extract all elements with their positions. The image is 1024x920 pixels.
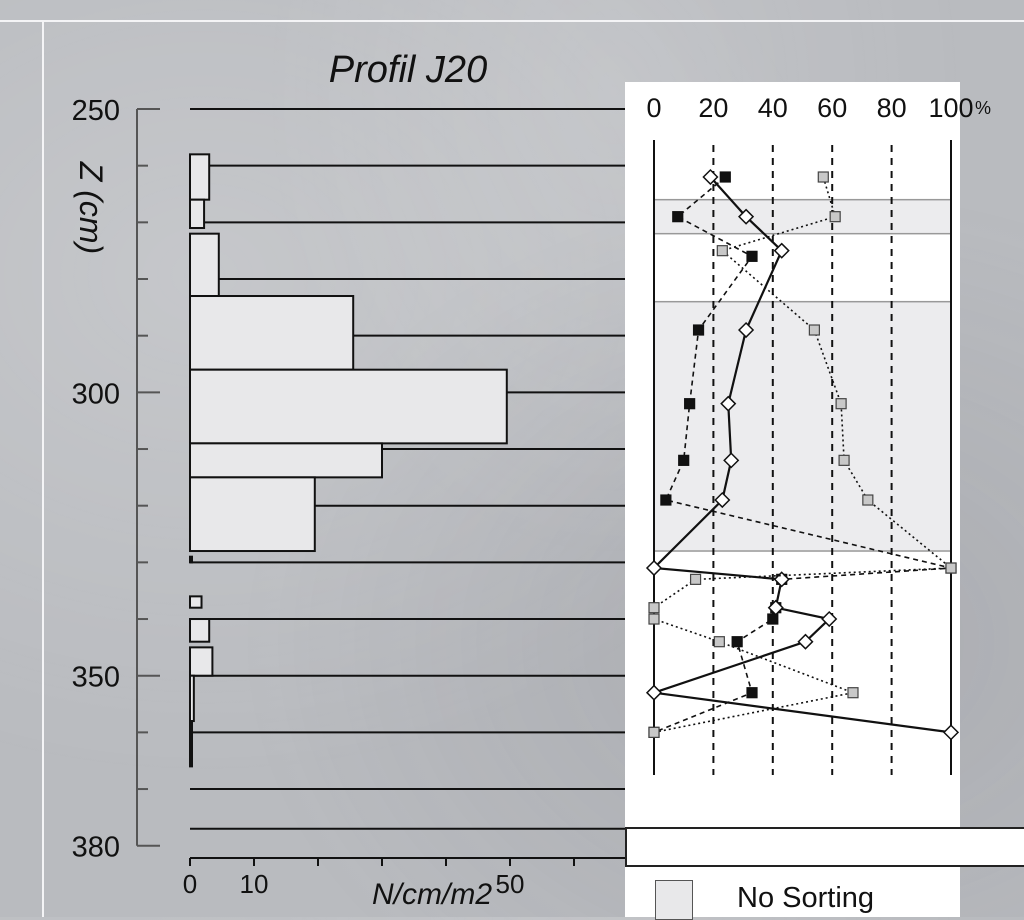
series-2-point-10 [648,613,660,625]
series-0-point-0 [719,171,731,183]
y-axis-label: Z (cm) [73,161,109,254]
count-tick-label-10: 10 [240,869,269,899]
series-2-point-5 [838,454,850,466]
series-2-point-3 [808,324,820,336]
series-0-point-12 [746,687,758,699]
series-0-point-1 [672,211,684,223]
series-0-point-11 [731,636,743,648]
series-1-point-11 [797,633,814,650]
series-2-point-7 [945,562,957,574]
series-1-point-2 [773,242,790,259]
series-1-point-12 [645,684,663,701]
percent-series [645,168,960,741]
series-1-point-10 [821,610,838,628]
percent-tick-label-20: 20 [698,93,728,123]
legend-box [625,827,1024,867]
series-2-point-2 [716,245,728,257]
bar-0 [189,153,211,201]
series-1-point-3 [738,321,755,339]
series-1-point-7 [645,559,663,577]
series-2-point-13 [648,726,660,738]
percent-tick-label-80: 80 [877,93,907,123]
chart-title: Profil J20 [329,49,487,91]
count-tick-label-0: 0 [183,869,197,899]
series-2-point-1 [829,211,841,223]
series-2-point-9 [648,602,660,614]
slide-frame-line [42,20,44,917]
shaded-band-0 [653,198,952,235]
series-1-point-0 [702,168,719,186]
percent-tick-label-40: 40 [758,93,788,123]
x-axis-label: N/cm/m2 [372,878,492,911]
series-2-point-8 [689,573,702,585]
series-2-point-4 [835,398,847,410]
bar-9 [189,618,211,643]
series-0-point-6 [660,494,672,506]
shaded-band-1 [653,300,952,552]
percent-axis: 0 20 40 60 80 100% [646,93,991,775]
bar-12 [189,720,193,768]
histogram-bars [189,153,508,768]
bar-10 [189,646,214,677]
bar-1 [189,198,206,230]
bar-5 [189,442,383,479]
percent-tick-label-60: 60 [817,93,847,123]
series-1-point-4 [720,395,737,412]
series-2-point-12 [847,687,859,699]
series-0-point-4 [684,398,696,410]
bar-8 [189,595,203,609]
series-0-point-2 [746,250,758,262]
bar-11 [189,674,195,723]
series-line-0 [653,176,952,734]
slide-title-strip [0,0,1024,22]
series-1-point-13 [942,724,960,741]
series-line-2 [653,176,954,734]
count-axis: 0 10 50 [183,857,625,899]
series-2-point-0 [817,171,829,183]
depth-tick-label-380: 380 [72,832,120,864]
depth-tick-label-300: 300 [72,378,120,410]
percent-tick-label-100: 100 [928,93,973,123]
bar-4 [189,368,508,445]
series-2-point-11 [713,636,725,648]
series-1-point-9 [767,599,784,616]
series-1-point-6 [714,491,731,509]
bar-3 [189,295,355,371]
series-0-point-5 [678,454,690,466]
depth-axis: 250 300 350 380 [72,95,160,864]
series-1-point-5 [723,452,740,469]
no-sorting-label: No Sorting [737,882,875,914]
depth-tick-label-250: 250 [72,95,120,127]
no-sorting-swatch [655,880,693,920]
depth-tick-label-350: 350 [72,662,120,694]
count-tick-label-50: 50 [496,869,525,899]
series-0-point-3 [692,324,705,336]
percent-tick-label-0: 0 [646,93,661,123]
bar-7 [189,555,193,564]
bar-2 [189,232,220,298]
series-1-point-1 [738,208,755,225]
series-2-point-6 [862,494,874,506]
series-0-point-10 [767,613,779,625]
percent-unit: % [975,98,991,118]
bar-6 [189,476,316,553]
